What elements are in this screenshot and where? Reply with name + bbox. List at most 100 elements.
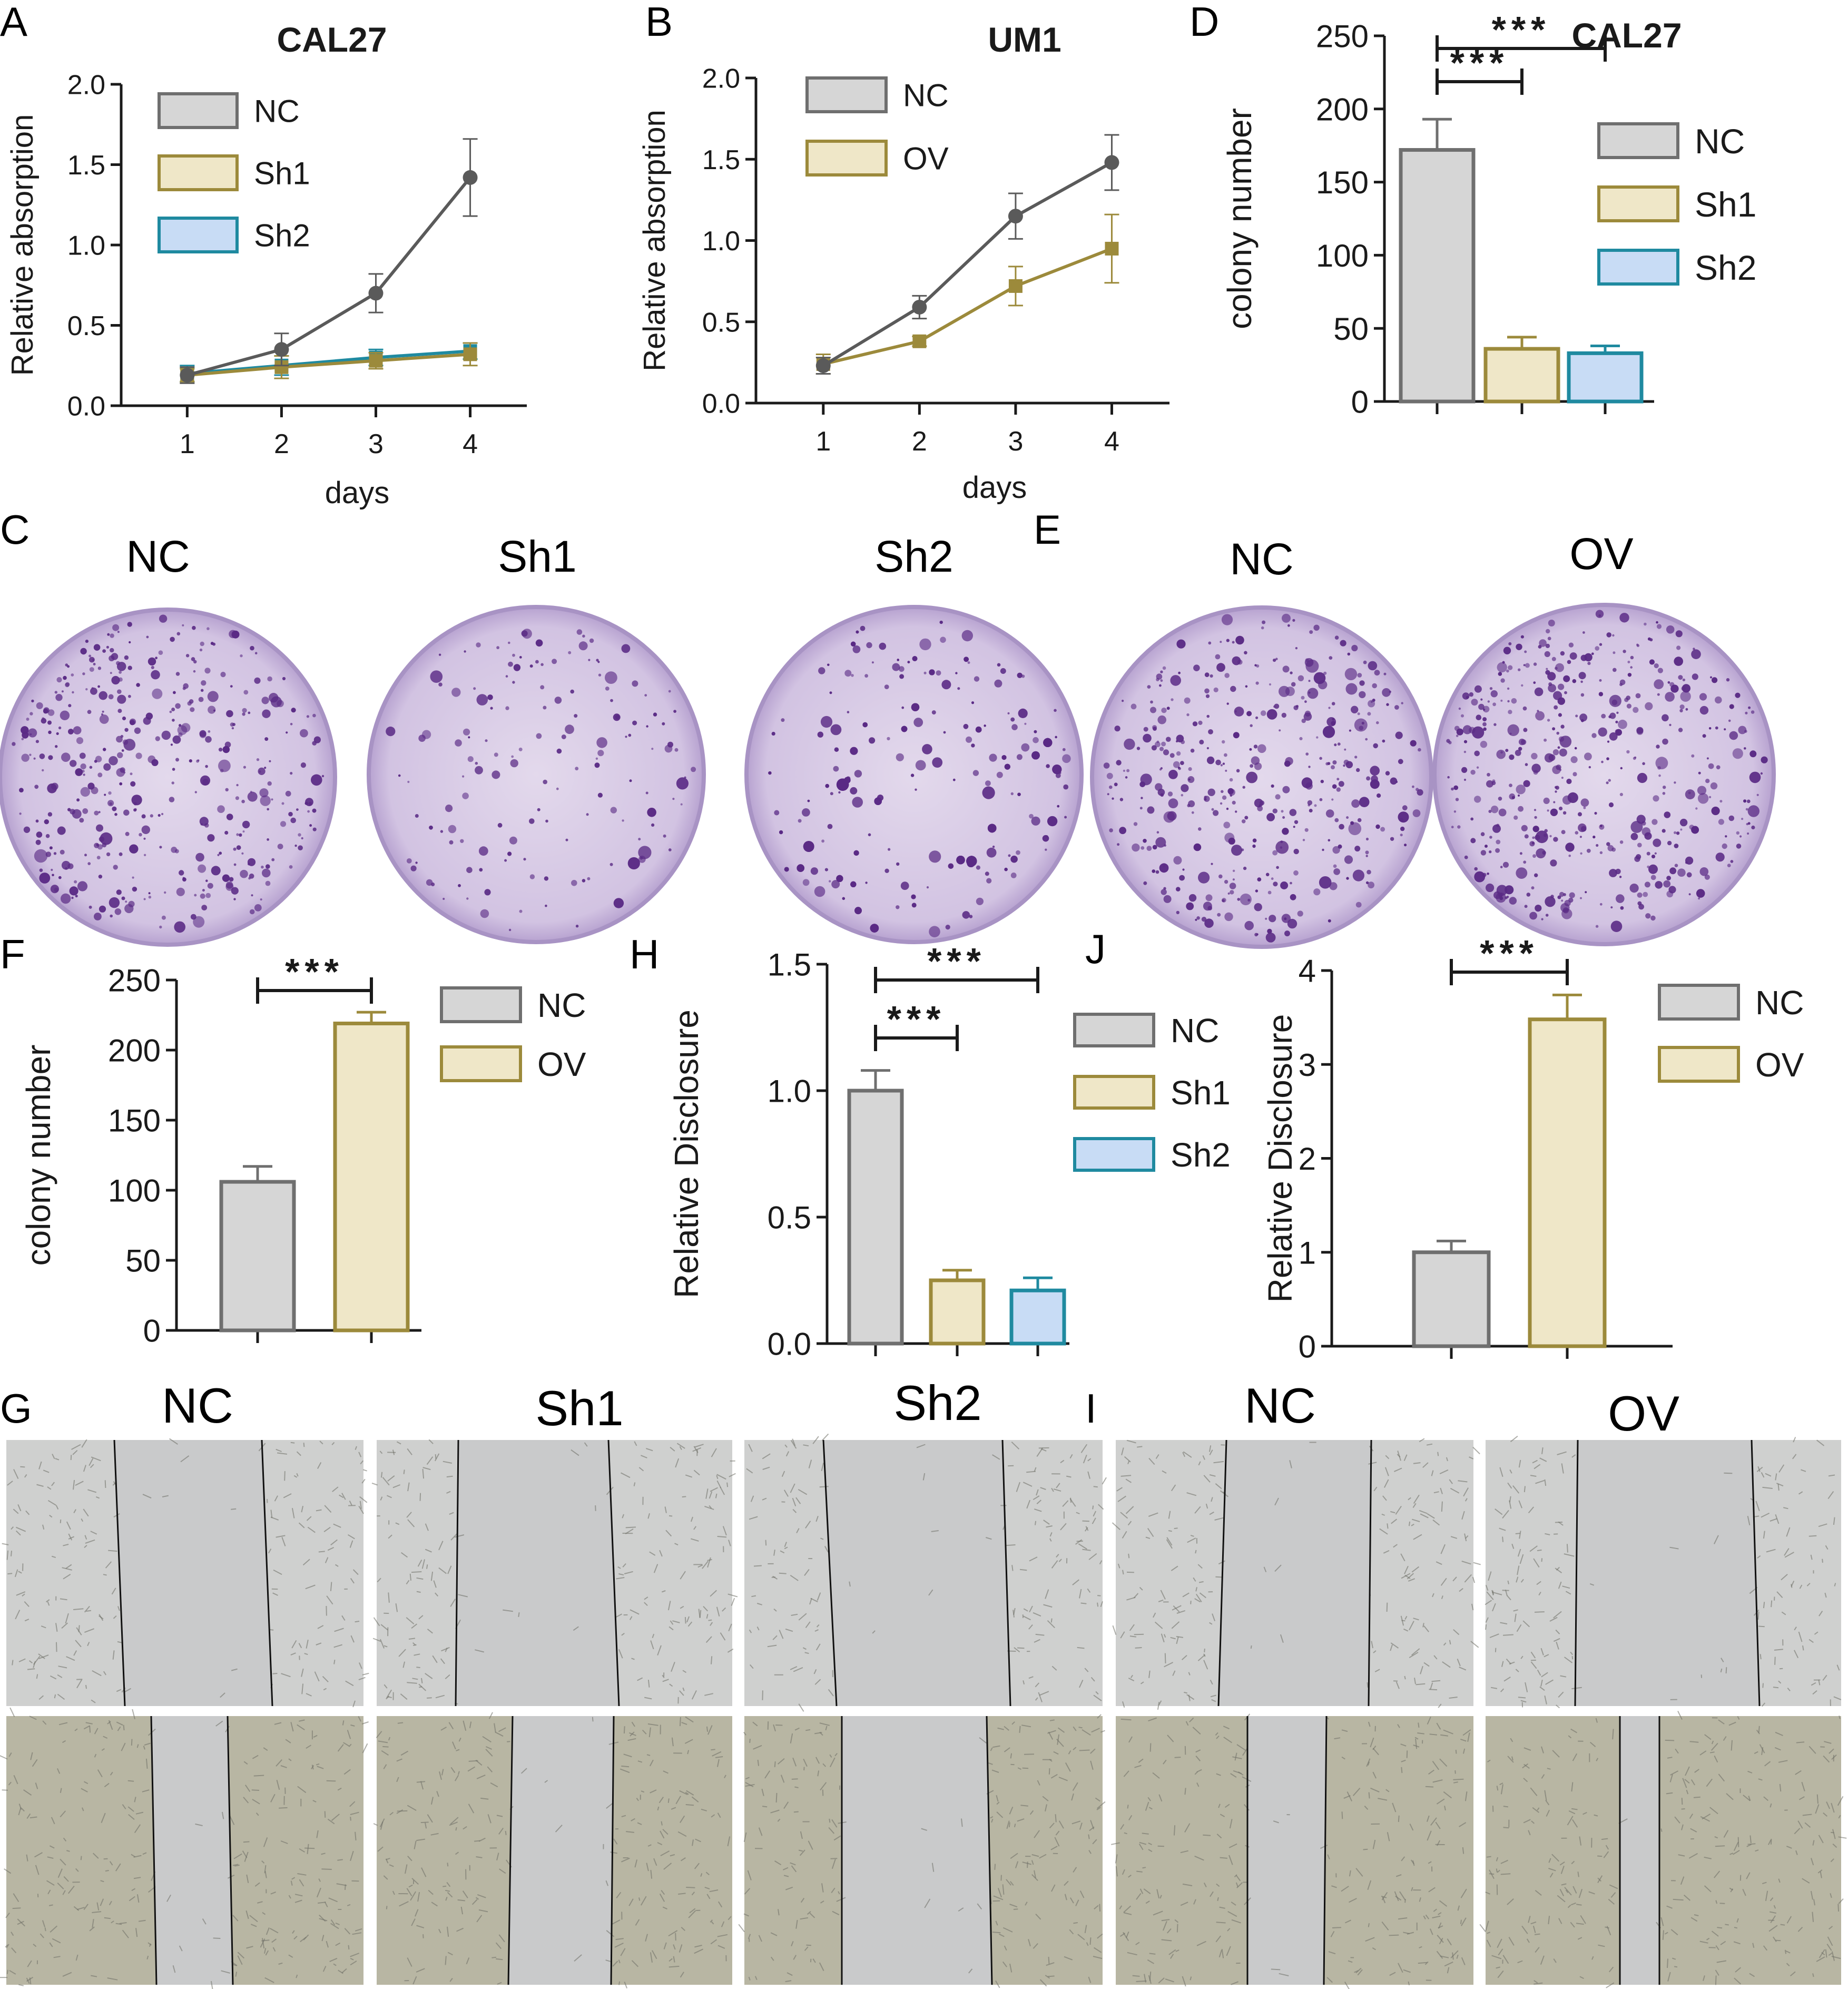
cell xyxy=(1725,1667,1727,1674)
cell xyxy=(92,1911,102,1913)
colony-spot xyxy=(1399,818,1404,822)
colony-spot xyxy=(236,833,239,836)
colony-spot xyxy=(1131,703,1137,710)
cell xyxy=(74,1728,78,1731)
cell xyxy=(61,1622,68,1629)
colony-spot xyxy=(545,904,547,907)
cell xyxy=(1567,1816,1574,1826)
cell xyxy=(1056,1483,1060,1488)
colony-spot xyxy=(644,694,647,697)
cell xyxy=(1742,1888,1746,1896)
cell xyxy=(1723,1736,1727,1741)
colony-spot xyxy=(109,897,120,908)
cell xyxy=(1409,1652,1419,1659)
colony-spot xyxy=(312,808,317,813)
cell xyxy=(1816,1956,1825,1962)
colony-spot xyxy=(485,739,488,742)
colony-spot xyxy=(1692,673,1698,680)
cell xyxy=(692,1839,694,1846)
colony-spot xyxy=(680,803,683,806)
colony-spot xyxy=(871,661,874,664)
colony-spot xyxy=(194,894,197,897)
colony-spot xyxy=(1305,782,1313,790)
cell xyxy=(641,1455,647,1458)
cell xyxy=(1098,1504,1104,1510)
cell xyxy=(418,1683,427,1691)
cell xyxy=(386,1857,390,1860)
cell xyxy=(694,1863,700,1869)
colony-spot xyxy=(1139,781,1146,787)
colony-spot xyxy=(1213,687,1218,692)
colony-spot xyxy=(1293,870,1299,876)
colony-spot xyxy=(148,657,156,666)
chart-d-legend-label-sh1: Sh1 xyxy=(1695,185,1756,224)
colony-spot xyxy=(1557,895,1561,899)
cell xyxy=(94,1753,97,1758)
cell xyxy=(1188,1694,1191,1701)
cell xyxy=(1565,1591,1571,1595)
cell xyxy=(13,1469,19,1479)
colony-spot xyxy=(51,868,53,871)
colony-spot xyxy=(448,825,457,834)
cell xyxy=(1718,1774,1725,1782)
chart-b-point-nc xyxy=(912,299,927,315)
colony-spot xyxy=(912,656,918,661)
colony-spot xyxy=(45,851,52,857)
cell xyxy=(749,1629,752,1633)
colony-spot xyxy=(29,753,32,756)
colony-spot xyxy=(1253,744,1258,749)
colony-spot xyxy=(1655,881,1663,889)
cell xyxy=(673,1956,675,1963)
colony-spot xyxy=(1217,913,1221,917)
cell xyxy=(17,1921,24,1925)
colony-spot xyxy=(208,730,211,733)
cell xyxy=(112,1650,115,1660)
colony-spot xyxy=(1062,754,1071,763)
cell xyxy=(272,1673,278,1674)
cell xyxy=(752,1721,758,1727)
cell xyxy=(333,1963,337,1966)
colony-spot xyxy=(1261,626,1264,630)
colony-spot xyxy=(1357,673,1362,678)
cell xyxy=(1145,1536,1151,1539)
cell xyxy=(1685,1766,1690,1776)
cell xyxy=(1021,1725,1031,1728)
cell xyxy=(392,1484,400,1488)
cell xyxy=(15,1530,21,1536)
cell xyxy=(1608,1966,1614,1973)
colony-spot xyxy=(89,766,93,769)
cell xyxy=(693,1526,697,1530)
colony-spot xyxy=(1136,747,1141,750)
cell xyxy=(1690,1828,1697,1833)
cell xyxy=(1438,1703,1442,1708)
cell xyxy=(66,1521,71,1530)
cell xyxy=(1228,1843,1237,1848)
cell xyxy=(1125,1478,1132,1483)
cell xyxy=(794,1727,800,1731)
wound-label-i-ov: OV xyxy=(1608,1386,1679,1441)
cell xyxy=(1411,1887,1413,1892)
colony-spot xyxy=(1265,917,1267,920)
cell xyxy=(1806,1583,1811,1586)
colony-spot xyxy=(1255,716,1259,719)
colony-spot xyxy=(1211,863,1213,865)
cell xyxy=(717,1945,725,1949)
cell xyxy=(637,1760,643,1763)
cell xyxy=(1208,1445,1212,1452)
cell xyxy=(1730,1888,1734,1893)
cell xyxy=(995,1980,1000,1988)
cell xyxy=(1413,1618,1419,1621)
colony-spot xyxy=(141,814,146,819)
cell xyxy=(721,1921,725,1927)
cell xyxy=(326,1941,329,1948)
cell xyxy=(1570,1651,1573,1655)
cell xyxy=(1694,1914,1699,1916)
cell xyxy=(121,1742,126,1751)
cell xyxy=(1422,1462,1429,1468)
colony-spot xyxy=(1213,810,1219,816)
cell xyxy=(1223,1737,1233,1743)
cell xyxy=(1054,1837,1060,1847)
cell xyxy=(1195,1587,1197,1592)
cell xyxy=(748,1976,751,1981)
cell xyxy=(1785,1950,1791,1954)
